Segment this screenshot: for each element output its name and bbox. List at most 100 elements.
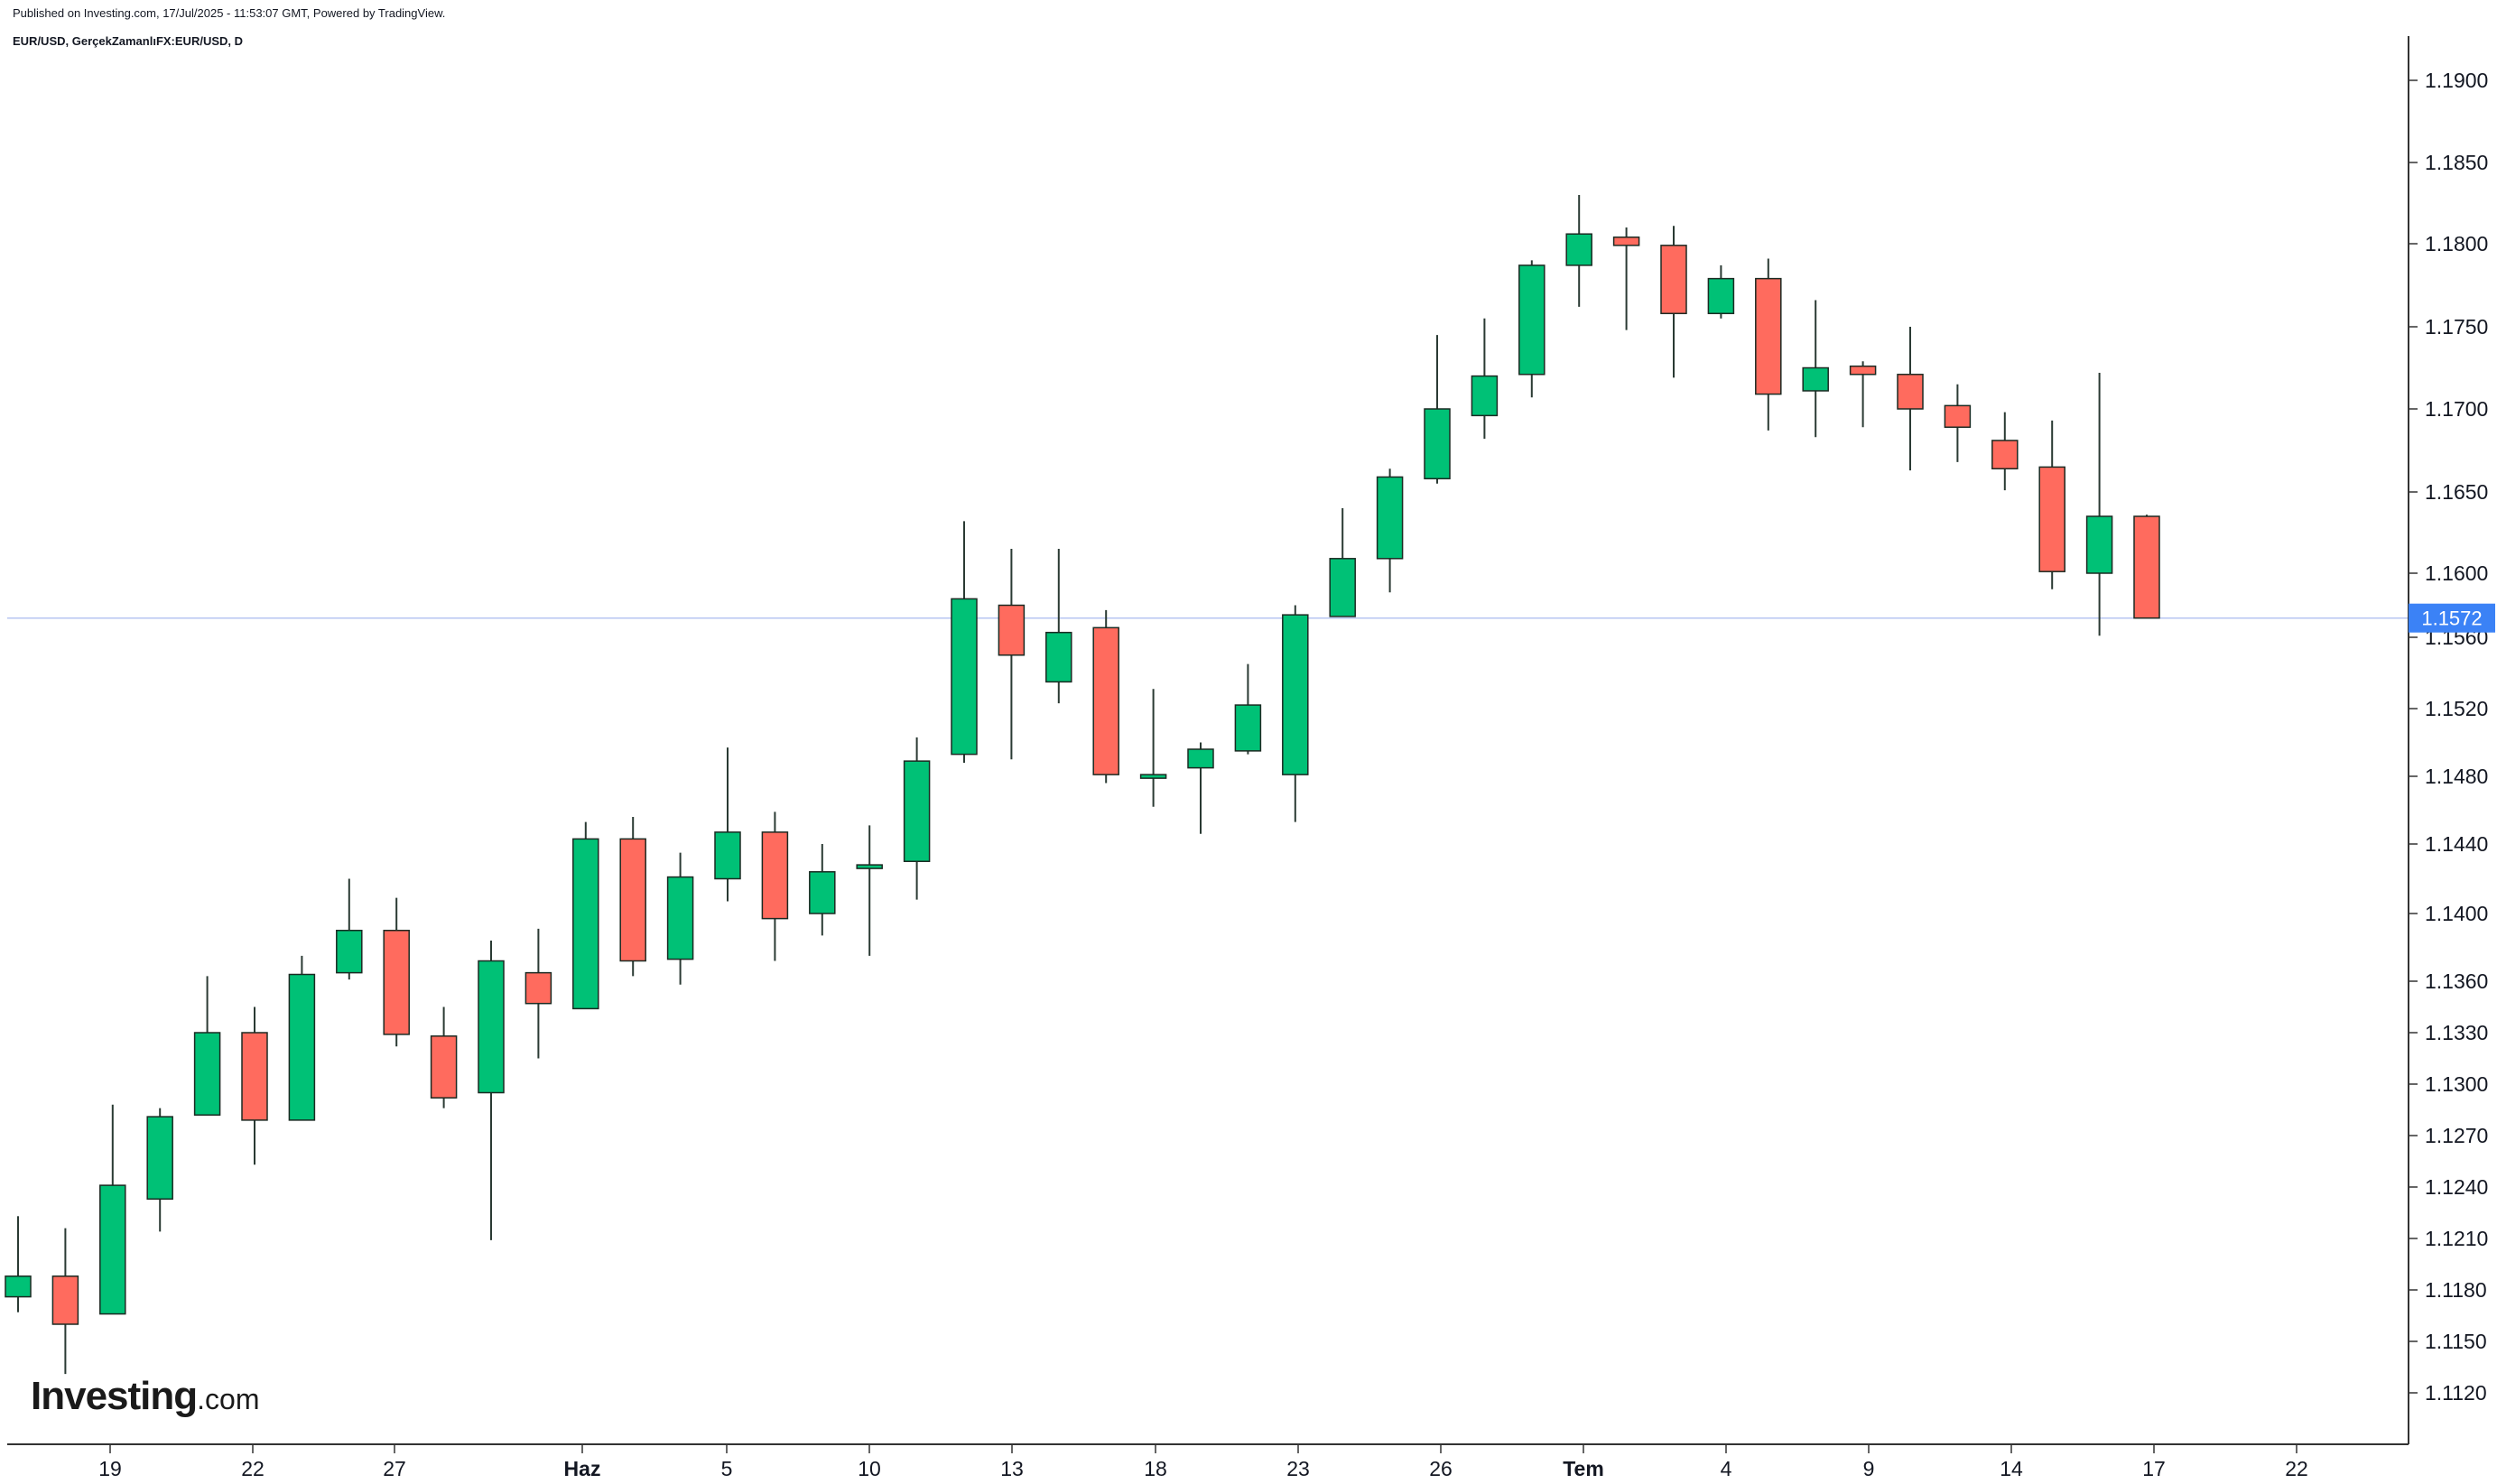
y-tick-label: 1.1360 bbox=[2425, 969, 2488, 993]
candle[interactable] bbox=[856, 825, 883, 956]
investing-logo: Investing.com bbox=[31, 1374, 260, 1419]
candle[interactable] bbox=[51, 1228, 79, 1375]
y-tick-label: 1.1330 bbox=[2425, 1021, 2488, 1044]
x-tick-label: 19 bbox=[98, 1457, 122, 1480]
candle[interactable] bbox=[1187, 742, 1214, 834]
candle-body-up bbox=[99, 1184, 126, 1315]
candle-body-up bbox=[288, 973, 316, 1121]
y-tick-label: 1.1240 bbox=[2425, 1175, 2488, 1199]
candle[interactable] bbox=[1139, 689, 1167, 807]
candle-body-down bbox=[1092, 626, 1119, 775]
x-tick-label: 22 bbox=[241, 1457, 265, 1480]
candle-body-down bbox=[998, 604, 1026, 656]
y-tick-label: 1.1300 bbox=[2425, 1072, 2488, 1096]
candle-body-up bbox=[1802, 366, 1829, 392]
candle-body-up bbox=[1565, 233, 1592, 266]
current-price-label: 1.1572 bbox=[2421, 608, 2482, 630]
y-tick-label: 1.1400 bbox=[2425, 902, 2488, 925]
candle[interactable] bbox=[1707, 264, 1735, 319]
candle[interactable] bbox=[1565, 195, 1592, 307]
candle-body-up bbox=[1139, 774, 1167, 779]
candle-body-up bbox=[2085, 515, 2113, 574]
candle[interactable] bbox=[524, 928, 552, 1059]
candle-body-up bbox=[903, 760, 931, 862]
candle[interactable] bbox=[572, 821, 599, 1010]
x-tick-label: 17 bbox=[2142, 1457, 2166, 1480]
candle[interactable] bbox=[1234, 663, 1262, 755]
x-tick-label: 26 bbox=[1429, 1457, 1453, 1480]
candle[interactable] bbox=[1802, 300, 1829, 438]
x-tick-label: 9 bbox=[1863, 1457, 1875, 1480]
candle[interactable] bbox=[619, 817, 646, 977]
candle-body-down bbox=[1944, 404, 1972, 428]
candle[interactable] bbox=[951, 521, 978, 763]
candle[interactable] bbox=[336, 878, 363, 980]
candle[interactable] bbox=[761, 812, 789, 961]
candle-body-up bbox=[1234, 704, 1262, 752]
candle-body-up bbox=[1376, 476, 1404, 560]
candle[interactable] bbox=[1991, 412, 2019, 491]
candle[interactable] bbox=[1660, 226, 1687, 378]
candle[interactable] bbox=[1612, 227, 1640, 330]
axes-layer bbox=[7, 36, 2409, 1445]
candle[interactable] bbox=[241, 1006, 268, 1165]
candle[interactable] bbox=[2038, 420, 2065, 589]
candle[interactable] bbox=[1282, 605, 1309, 822]
x-tick-label: 5 bbox=[721, 1457, 733, 1480]
candle[interactable] bbox=[1944, 384, 1972, 462]
x-tick-label: 13 bbox=[1000, 1457, 1024, 1480]
candle[interactable] bbox=[1329, 508, 1356, 617]
y-tick-label: 1.1700 bbox=[2425, 397, 2488, 421]
candle[interactable] bbox=[383, 897, 410, 1047]
candle[interactable] bbox=[1518, 260, 1546, 398]
candle[interactable] bbox=[1045, 549, 1072, 704]
candle-body-up bbox=[951, 598, 978, 756]
current-price-badge bbox=[2409, 603, 2495, 633]
candle[interactable] bbox=[1471, 318, 1499, 440]
y-tick-label: 1.1440 bbox=[2425, 832, 2488, 856]
candle-body-up bbox=[1329, 558, 1356, 617]
candle-body-up bbox=[336, 930, 363, 974]
candle[interactable] bbox=[903, 737, 931, 900]
candle[interactable] bbox=[666, 852, 694, 985]
candle[interactable] bbox=[430, 1006, 458, 1108]
x-tick-label: 14 bbox=[2000, 1457, 2023, 1480]
candle[interactable] bbox=[1755, 258, 1782, 431]
x-tick-label: 18 bbox=[1144, 1457, 1167, 1480]
candle-body-down bbox=[1991, 440, 2019, 469]
logo-brand: Investing bbox=[31, 1374, 198, 1418]
candle-body-down bbox=[619, 838, 646, 962]
candle[interactable] bbox=[809, 844, 836, 936]
candle-body-down bbox=[1660, 245, 1687, 315]
candle-body-down bbox=[383, 930, 410, 1035]
candle[interactable] bbox=[99, 1104, 126, 1315]
y-tick-label: 1.1120 bbox=[2425, 1381, 2487, 1405]
candle-body-down bbox=[241, 1032, 268, 1121]
candle-body-up bbox=[1707, 277, 1735, 315]
candle-body-up bbox=[193, 1032, 221, 1116]
candle[interactable] bbox=[1376, 468, 1404, 593]
candle[interactable] bbox=[193, 976, 221, 1116]
candle[interactable] bbox=[714, 747, 741, 902]
candle[interactable] bbox=[1424, 335, 1451, 484]
candle-body-up bbox=[1424, 408, 1451, 480]
y-tick-label: 1.1480 bbox=[2425, 765, 2488, 788]
candle[interactable] bbox=[1897, 327, 1924, 471]
candle[interactable] bbox=[5, 1216, 32, 1312]
y-tick-label: 1.1180 bbox=[2425, 1278, 2487, 1302]
candle[interactable] bbox=[288, 955, 316, 1121]
candle[interactable] bbox=[2085, 372, 2113, 636]
y-tick-label: 1.1650 bbox=[2425, 480, 2488, 504]
candle[interactable] bbox=[998, 549, 1026, 760]
candle[interactable] bbox=[478, 941, 505, 1240]
candle[interactable] bbox=[1092, 609, 1119, 784]
y-tick-label: 1.1800 bbox=[2425, 232, 2488, 255]
candle[interactable] bbox=[2133, 515, 2160, 619]
logo-suffix: .com bbox=[197, 1383, 260, 1415]
candle[interactable] bbox=[146, 1108, 173, 1232]
y-tick-label: 1.1850 bbox=[2425, 151, 2488, 174]
candle[interactable] bbox=[1849, 361, 1877, 428]
candle-body-down bbox=[1897, 374, 1924, 410]
y-tick-label: 1.1900 bbox=[2425, 69, 2488, 92]
